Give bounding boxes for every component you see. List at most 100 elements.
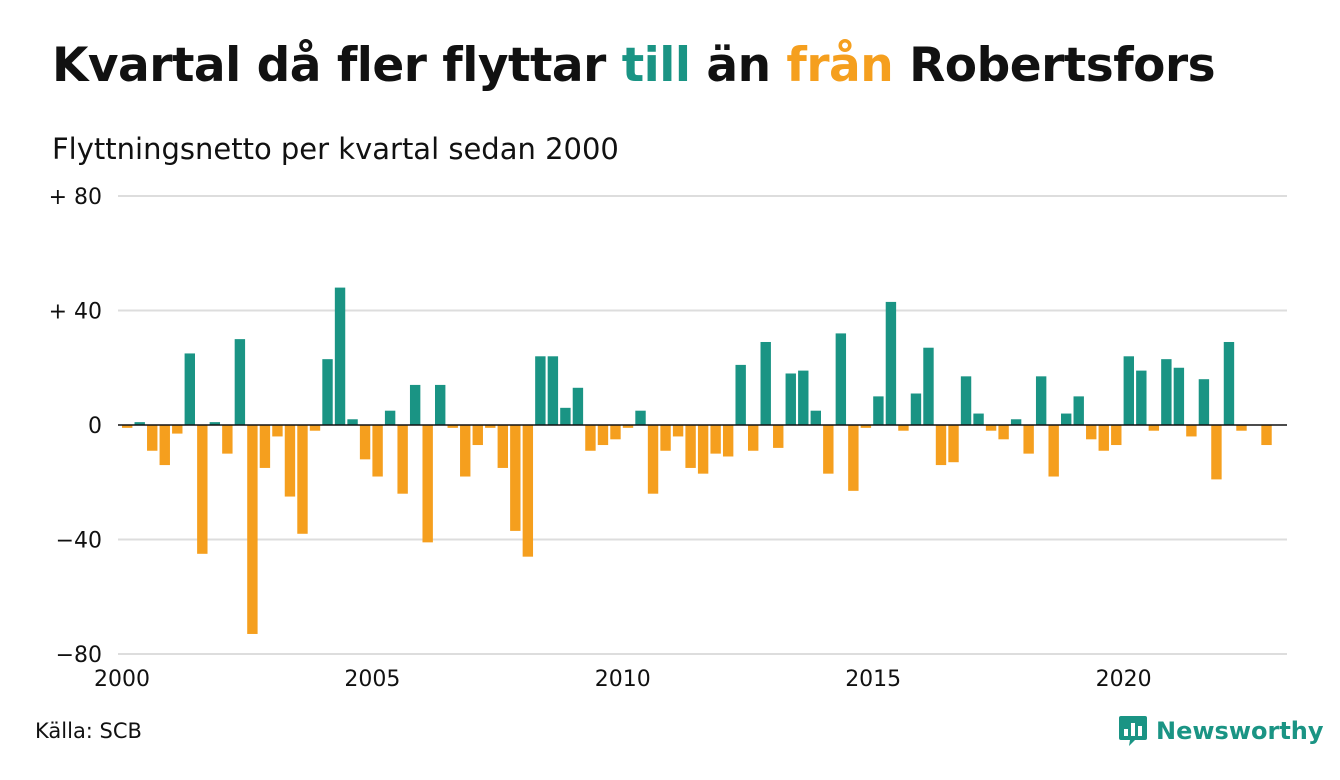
y-tick-label: + 80 bbox=[49, 185, 102, 210]
bar bbox=[322, 359, 333, 425]
bar bbox=[622, 425, 634, 428]
bar bbox=[1123, 356, 1134, 425]
bar bbox=[697, 425, 709, 474]
bar bbox=[485, 425, 496, 428]
bar bbox=[1136, 370, 1147, 425]
bar bbox=[722, 425, 734, 457]
bar bbox=[134, 422, 145, 425]
bar bbox=[309, 425, 321, 431]
bar bbox=[960, 376, 972, 425]
bar bbox=[923, 347, 934, 425]
bar bbox=[172, 425, 183, 434]
bar bbox=[259, 425, 271, 468]
bar bbox=[1098, 425, 1109, 451]
bar bbox=[785, 373, 796, 425]
bars bbox=[122, 287, 1272, 634]
bar bbox=[359, 425, 371, 460]
bar bbox=[823, 425, 834, 474]
bar bbox=[334, 287, 346, 425]
bar bbox=[647, 425, 659, 494]
title-part-3: Robertsfors bbox=[893, 38, 1216, 93]
bar bbox=[422, 425, 433, 543]
bar bbox=[372, 425, 383, 477]
y-tick-label: + 40 bbox=[49, 300, 102, 325]
bar bbox=[184, 353, 195, 425]
bar bbox=[147, 425, 158, 451]
bar bbox=[234, 339, 246, 426]
bar bbox=[735, 364, 746, 425]
bar bbox=[1211, 425, 1222, 480]
bar bbox=[860, 425, 872, 428]
bar bbox=[798, 370, 809, 425]
bar bbox=[384, 410, 396, 425]
bar bbox=[672, 425, 684, 437]
bar bbox=[1198, 379, 1210, 425]
bar bbox=[222, 425, 233, 454]
bar bbox=[1148, 425, 1160, 431]
bar bbox=[197, 425, 208, 554]
bar bbox=[848, 425, 859, 491]
title-part-2: än bbox=[690, 38, 787, 93]
bar bbox=[409, 384, 421, 425]
bar bbox=[435, 384, 446, 425]
source-note: Källa: SCB bbox=[35, 719, 142, 743]
bar bbox=[1073, 396, 1084, 426]
bar bbox=[1048, 425, 1059, 477]
bar bbox=[347, 419, 358, 425]
bar bbox=[1236, 425, 1247, 431]
bar bbox=[122, 425, 133, 428]
bar bbox=[885, 301, 897, 425]
bar bbox=[1061, 413, 1072, 425]
title-till: till bbox=[621, 38, 691, 93]
bar bbox=[1035, 376, 1047, 425]
bar bbox=[810, 410, 821, 425]
bar bbox=[610, 425, 621, 440]
x-tick-label: 2010 bbox=[595, 667, 651, 692]
bar bbox=[1161, 359, 1172, 425]
x-tick-label: 2000 bbox=[94, 667, 150, 692]
bar bbox=[635, 410, 646, 425]
bar bbox=[710, 425, 721, 454]
bar bbox=[510, 425, 521, 531]
bar bbox=[748, 425, 759, 451]
grid-lines bbox=[118, 195, 1287, 655]
newsworthy-wordmark: Newsworthy bbox=[1156, 717, 1324, 745]
bar bbox=[497, 425, 508, 468]
bar bbox=[397, 425, 408, 494]
bar bbox=[1086, 425, 1097, 440]
bar bbox=[1186, 425, 1197, 437]
bar bbox=[547, 356, 559, 425]
bar bbox=[1111, 425, 1122, 446]
bar bbox=[460, 425, 471, 477]
bar bbox=[1223, 341, 1235, 425]
bar bbox=[985, 425, 997, 431]
y-axis-ticks: + 80 + 40 0 −40 −80 bbox=[49, 185, 102, 668]
bar bbox=[685, 425, 696, 468]
bar bbox=[297, 425, 308, 534]
chart-title: Kvartal då fler flyttar till än från Rob… bbox=[52, 38, 1216, 93]
chart-subtitle: Flyttningsnetto per kvartal sedan 2000 bbox=[52, 132, 619, 166]
bar bbox=[898, 425, 909, 431]
bar bbox=[272, 425, 283, 437]
bar bbox=[447, 425, 458, 428]
bar bbox=[247, 425, 258, 634]
bar bbox=[873, 396, 884, 426]
bar bbox=[973, 413, 984, 425]
y-tick-label: 0 bbox=[88, 414, 102, 439]
bar bbox=[522, 425, 534, 557]
bar bbox=[472, 425, 483, 446]
bar bbox=[1261, 425, 1272, 446]
bar bbox=[1023, 425, 1034, 454]
bar bbox=[660, 425, 671, 451]
bar bbox=[910, 393, 922, 425]
bar bbox=[209, 422, 221, 425]
title-fran: från bbox=[786, 38, 894, 93]
newsworthy-logo[interactable]: Newsworthy bbox=[1118, 714, 1324, 748]
bar bbox=[535, 356, 546, 425]
y-tick-label: −40 bbox=[56, 529, 102, 554]
bar bbox=[284, 425, 296, 497]
bar bbox=[1173, 367, 1185, 425]
x-axis-ticks: 2000 2005 2010 2015 2020 bbox=[94, 667, 1152, 692]
bar-chart: + 80 + 40 0 −40 −80 2000 2005 2010 2015 2020 bbox=[49, 185, 1287, 692]
bar bbox=[935, 425, 947, 466]
